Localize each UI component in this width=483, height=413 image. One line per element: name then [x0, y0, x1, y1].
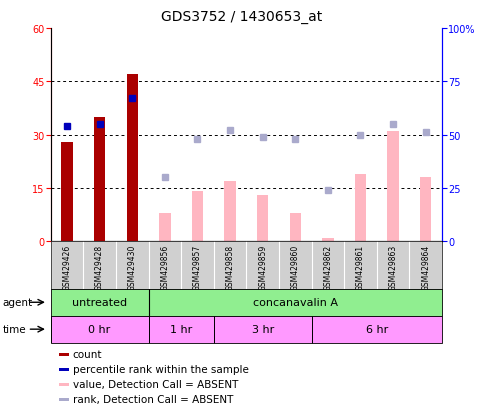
Bar: [387, 132, 399, 242]
Text: time: time: [2, 324, 26, 335]
Bar: [127, 75, 138, 242]
Bar: [192, 192, 203, 242]
Bar: [257, 195, 269, 242]
Bar: [149, 289, 442, 316]
Text: GSM429858: GSM429858: [226, 244, 235, 290]
Bar: [51, 289, 149, 316]
Text: GSM429426: GSM429426: [62, 244, 71, 290]
Bar: [58, 368, 70, 371]
Text: agent: agent: [2, 297, 32, 308]
Text: GSM429861: GSM429861: [356, 244, 365, 290]
Text: GSM429860: GSM429860: [291, 244, 300, 290]
Bar: [355, 174, 366, 242]
Text: 0 hr: 0 hr: [88, 324, 111, 335]
Bar: [51, 316, 149, 343]
Text: GSM429859: GSM429859: [258, 244, 267, 290]
Text: GSM429430: GSM429430: [128, 244, 137, 290]
Bar: [94, 118, 105, 242]
Text: rank, Detection Call = ABSENT: rank, Detection Call = ABSENT: [72, 394, 233, 404]
Text: count: count: [72, 349, 102, 359]
Text: untreated: untreated: [72, 297, 127, 308]
Bar: [322, 238, 334, 242]
Bar: [58, 383, 70, 386]
Text: value, Detection Call = ABSENT: value, Detection Call = ABSENT: [72, 380, 238, 389]
Text: percentile rank within the sample: percentile rank within the sample: [72, 364, 248, 374]
Bar: [58, 353, 70, 356]
Text: GSM429863: GSM429863: [388, 244, 398, 290]
Bar: [58, 398, 70, 401]
Bar: [213, 316, 312, 343]
Bar: [312, 316, 442, 343]
Text: 6 hr: 6 hr: [366, 324, 388, 335]
Text: GSM429864: GSM429864: [421, 244, 430, 290]
Text: concanavalin A: concanavalin A: [253, 297, 338, 308]
Text: 3 hr: 3 hr: [252, 324, 274, 335]
Text: GSM429857: GSM429857: [193, 244, 202, 290]
Bar: [149, 316, 214, 343]
Text: GSM429856: GSM429856: [160, 244, 170, 290]
Text: GSM429862: GSM429862: [323, 244, 332, 290]
Text: GDS3752 / 1430653_at: GDS3752 / 1430653_at: [161, 10, 322, 24]
Bar: [224, 181, 236, 242]
Text: GSM429428: GSM429428: [95, 244, 104, 290]
Text: 1 hr: 1 hr: [170, 324, 192, 335]
Bar: [420, 178, 431, 242]
Bar: [61, 142, 73, 242]
Bar: [159, 213, 170, 242]
Bar: [289, 213, 301, 242]
